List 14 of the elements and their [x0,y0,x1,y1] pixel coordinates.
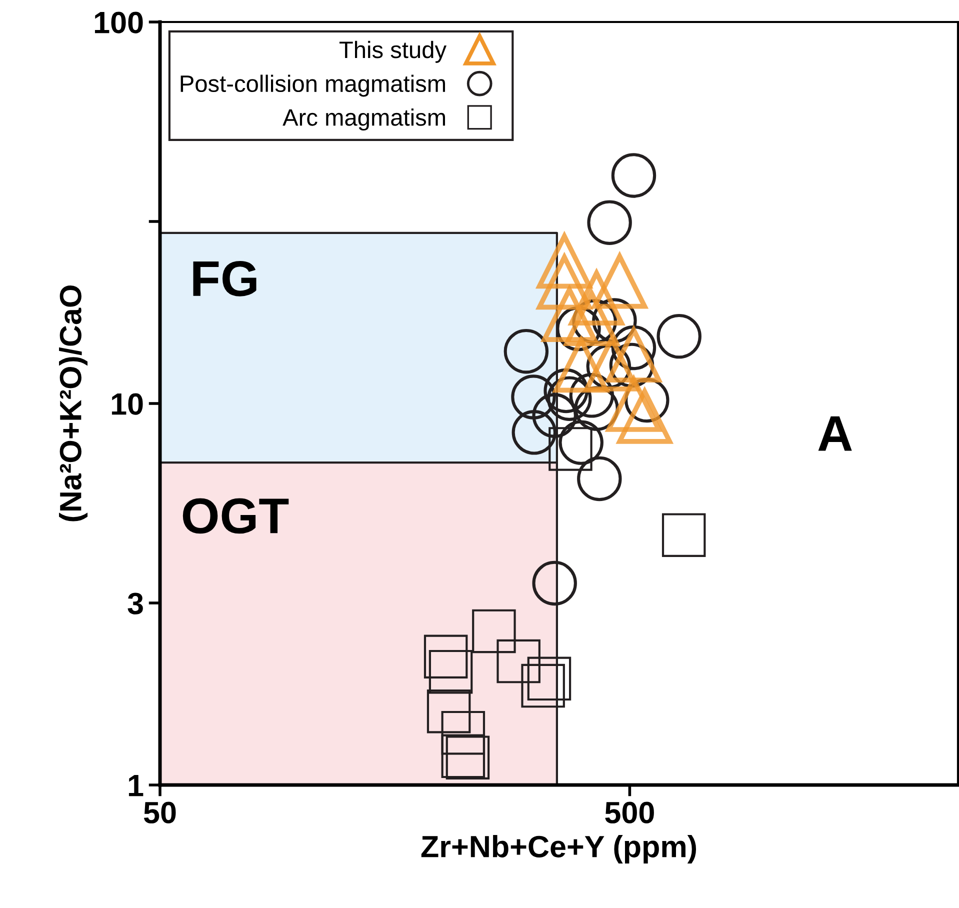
x-tick-label: 50 [144,802,176,824]
legend-label: Post-collision magmatism [180,74,445,97]
y-tick-label: 1 [128,775,144,796]
y-tick-label: 100 [94,12,143,34]
annotation: FG [193,260,256,296]
legend-label: Arc magmatism [282,108,445,131]
y-tick-label: 10 [112,393,143,415]
x-axis-title: Zr+Nb+Ce+Y (ppm) [421,835,696,864]
x-tick-label: 500 [605,802,654,824]
legend-label: This study [339,40,447,63]
annotation: A [818,416,852,451]
annotation: OGT [182,498,289,534]
y-axis-title: (Na²O+K²O)/CaO [59,286,88,522]
y-tick-label: 3 [128,592,143,614]
